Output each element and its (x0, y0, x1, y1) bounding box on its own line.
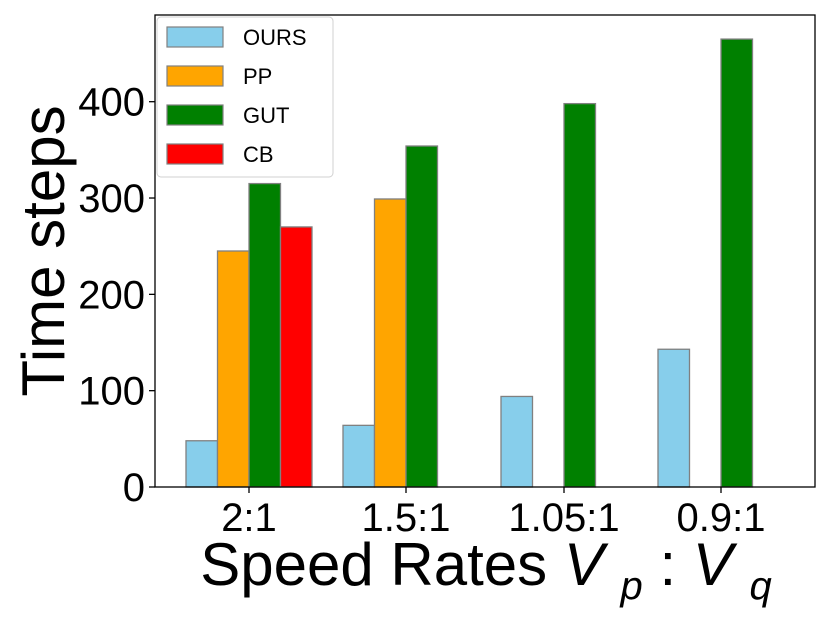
legend-label-ours: OURS (243, 25, 307, 50)
legend-label-pp: PP (243, 64, 272, 89)
bar-ours-2:1 (185, 440, 219, 488)
x-axis-label-text: Speed Rates (200, 531, 547, 598)
bar-gut-1.05:1 (563, 102, 597, 488)
bar-ours-0.9:1 (657, 348, 691, 488)
x-axis-label-left-sub: p (620, 564, 643, 608)
bar-gut-1.5:1 (405, 145, 439, 488)
legend-swatch-gut (166, 104, 224, 126)
y-tick-label-100: 100 (78, 370, 145, 414)
axes-layer: 0 100 200 300 400 2:1 1.5:1 1.05:1 0.9:1 (78, 14, 816, 540)
x-axis-label-separator: : (659, 531, 692, 598)
y-tick-label-300: 300 (78, 177, 145, 221)
x-axis-label-right-sub: q (750, 564, 772, 608)
legend: OURS PP GUT CB (156, 16, 334, 178)
x-tick-label-1.05:1: 1.05:1 (508, 496, 619, 540)
plot-frame (154, 14, 816, 488)
x-axis-label-left-base: V (564, 531, 609, 598)
bars-layer (185, 38, 754, 488)
bar-cb-2:1 (279, 226, 313, 488)
x-axis-label: Speed Rates V p : V q (200, 531, 772, 612)
bar-ours-1.5:1 (342, 424, 376, 488)
x-axis-label-right-base: V (693, 531, 738, 598)
legend-swatch-pp (166, 65, 224, 87)
y-axis-label: Time steps (10, 105, 77, 396)
legend-box (156, 16, 334, 178)
bar-pp-2:1 (216, 250, 250, 488)
legend-swatch-cb (166, 143, 224, 165)
bar-gut-0.9:1 (720, 38, 754, 488)
x-tick-label-0.9:1: 0.9:1 (677, 496, 766, 540)
y-tick-label-200: 200 (78, 273, 145, 317)
bar-gut-2:1 (248, 182, 282, 488)
bar-ours-1.05:1 (500, 395, 534, 488)
legend-label-gut: GUT (243, 103, 289, 128)
legend-label-cb: CB (243, 142, 274, 167)
legend-swatch-ours (166, 26, 224, 48)
bar-pp-1.5:1 (373, 198, 407, 488)
x-tick-label-1.5:1: 1.5:1 (362, 496, 451, 540)
y-tick-label-400: 400 (78, 81, 145, 125)
x-tick-label-2:1: 2:1 (221, 496, 277, 540)
y-tick-label-0: 0 (123, 466, 145, 510)
